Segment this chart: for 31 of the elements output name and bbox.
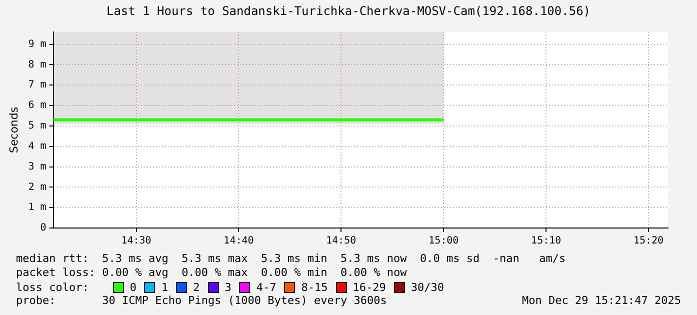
legend-title: loss color:	[16, 281, 89, 294]
x-tick-label: 14:30	[121, 236, 152, 247]
text: probe: 30 ICMP Echo Pings (1000 Bytes) every 3600s	[16, 294, 387, 307]
x-tick-label: 14:40	[224, 236, 254, 247]
y-tick-label: 1 m	[28, 202, 46, 214]
y-tick-label: 5 m	[28, 120, 46, 132]
y-tick-label: 3 m	[28, 161, 46, 172]
x-tick-label: 14:50	[326, 236, 356, 247]
y-tick-label: 8 m	[28, 59, 46, 70]
y-tick-label: 2 m	[28, 182, 46, 193]
y-tick-label: 6 m	[28, 100, 46, 112]
x-tick-label: 15:00	[428, 236, 459, 247]
legend-label: 30/30	[410, 281, 444, 294]
y-axis-title: Seconds	[7, 106, 20, 154]
x-tick-label: 15:20	[633, 236, 664, 247]
text: median rtt: 5.3 ms avg 5.3 ms max 5.3 ms min 5.3 ms now 0.0 ms sd -nan am/s	[16, 252, 566, 265]
x-tick-label: 15:10	[531, 236, 562, 247]
legend-label: 3	[224, 281, 232, 294]
legend-label: 16-29	[352, 281, 386, 294]
legend-label: 2	[193, 281, 200, 294]
text: Mon Dec 29 15:21:47 2025	[522, 294, 681, 307]
text: packet loss: 0.00 % avg 0.00 % max 0.00 % min 0.00 % now	[16, 266, 407, 279]
y-tick-label: 7 m	[28, 80, 46, 91]
legend-label: 8-15	[301, 281, 328, 294]
legend-label: 4-7	[256, 281, 276, 294]
y-tick-label: 0	[40, 222, 46, 234]
y-tick-label: 9 m	[28, 38, 46, 50]
legend-label: 0	[130, 281, 136, 294]
chart-title: Last 1 Hours to Sandanski-Turichka-Cherkva-MOSV-Cam(192.168.100.56)	[105, 4, 592, 18]
y-tick-label: 4 m	[28, 140, 46, 152]
legend-label: 1	[161, 281, 168, 294]
